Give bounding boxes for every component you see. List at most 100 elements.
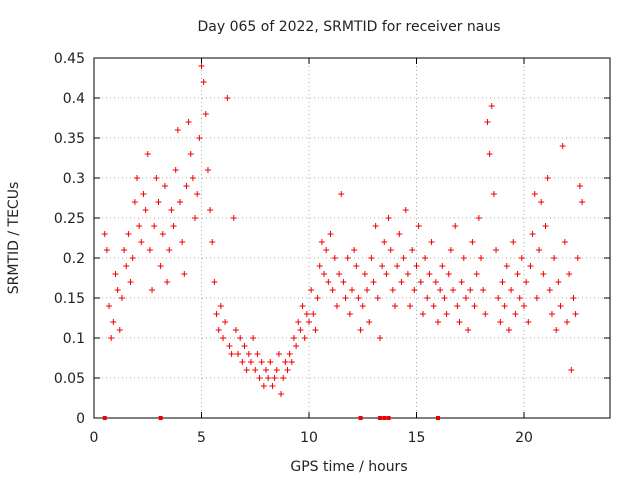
data-point: [374, 295, 381, 301]
data-point: [439, 263, 446, 269]
data-point: [114, 287, 121, 293]
data-point: [561, 239, 568, 245]
data-point: [342, 295, 349, 301]
data-point: [192, 215, 199, 221]
data-point: [204, 167, 211, 173]
data-point: [346, 311, 353, 317]
data-point: [559, 143, 566, 149]
data-point: [548, 311, 555, 317]
data-point: [486, 151, 493, 157]
data-point: [493, 247, 500, 253]
data-point: [447, 247, 454, 253]
data-point: [211, 279, 218, 285]
data-point: [355, 295, 362, 301]
y-tick-label: 0.2: [63, 251, 85, 267]
data-point: [299, 303, 306, 309]
data-point: [372, 223, 379, 229]
data-point: [432, 279, 439, 285]
y-tick-label: 0.1: [63, 331, 85, 347]
data-point: [245, 351, 252, 357]
data-point: [312, 327, 319, 333]
data-point: [516, 295, 523, 301]
data-point: [112, 271, 119, 277]
data-point: [116, 327, 123, 333]
data-point: [157, 263, 164, 269]
data-point: [168, 207, 175, 213]
data-point: [110, 319, 117, 325]
data-point: [353, 263, 360, 269]
data-point: [172, 167, 179, 173]
data-point: [336, 271, 343, 277]
data-point: [555, 279, 562, 285]
data-point: [344, 255, 351, 261]
x-axis-label: GPS time / hours: [290, 459, 407, 475]
data-point: [441, 295, 448, 301]
data-point: [544, 175, 551, 181]
data-point: [121, 247, 128, 253]
data-point: [398, 279, 405, 285]
data-point: [187, 151, 194, 157]
data-point: [185, 119, 192, 125]
data-point: [349, 287, 355, 293]
data-point: [419, 311, 426, 317]
data-point: [475, 215, 482, 221]
data-point: [267, 359, 274, 365]
data-point: [331, 255, 338, 261]
data-point: [252, 367, 259, 373]
data-point: [456, 319, 463, 325]
data-point: [258, 359, 265, 365]
data-point: [200, 79, 207, 85]
data-point: [462, 295, 469, 301]
grid-lines: [94, 58, 610, 418]
data-point: [288, 359, 295, 365]
data-point: [383, 271, 390, 277]
data-point: [316, 263, 323, 269]
data-point: [155, 199, 162, 205]
data-point: [501, 303, 508, 309]
data-point: [370, 279, 377, 285]
data-point: [402, 207, 409, 213]
zero-value-marker: [377, 416, 382, 420]
data-point: [235, 351, 242, 357]
data-point: [198, 63, 205, 69]
data-point: [572, 311, 579, 317]
data-point: [327, 231, 334, 237]
axis-ticks: [93, 57, 610, 419]
data-point: [368, 255, 375, 261]
data-point: [467, 287, 474, 293]
data-point: [357, 327, 364, 333]
data-point: [478, 255, 484, 261]
data-point: [209, 239, 216, 245]
data-point: [174, 127, 181, 133]
data-point: [574, 255, 581, 261]
y-axis-label: SRMTID / TECUs: [6, 182, 22, 295]
data-point: [426, 271, 433, 277]
data-point: [510, 239, 517, 245]
data-point: [495, 295, 502, 301]
data-point: [241, 343, 248, 349]
y-tick-label: 0.3: [63, 171, 85, 187]
data-point: [454, 303, 461, 309]
data-point: [159, 231, 166, 237]
data-point: [443, 311, 450, 317]
data-point: [254, 351, 261, 357]
data-point: [125, 231, 132, 237]
data-point: [413, 263, 420, 269]
chart-title: Day 065 of 2022, SRMTID for receiver nau…: [197, 19, 500, 35]
zero-value-marker: [386, 416, 391, 420]
data-point: [338, 191, 345, 197]
data-point: [306, 319, 312, 325]
data-point: [518, 255, 525, 261]
data-point: [282, 359, 289, 365]
data-point: [529, 231, 536, 237]
data-point: [297, 327, 304, 333]
data-point: [232, 327, 239, 333]
data-point: [247, 359, 254, 365]
y-tick-label: 0: [76, 411, 85, 427]
x-tick-label: 20: [515, 430, 533, 446]
data-point: [499, 279, 506, 285]
plot-frame: [93, 57, 611, 419]
y-tick-label: 0.35: [54, 131, 85, 147]
data-point: [217, 303, 224, 309]
